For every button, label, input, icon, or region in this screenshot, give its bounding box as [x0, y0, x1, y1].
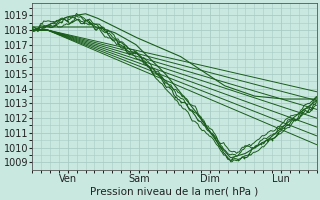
X-axis label: Pression niveau de la mer( hPa ): Pression niveau de la mer( hPa ) — [90, 187, 259, 197]
